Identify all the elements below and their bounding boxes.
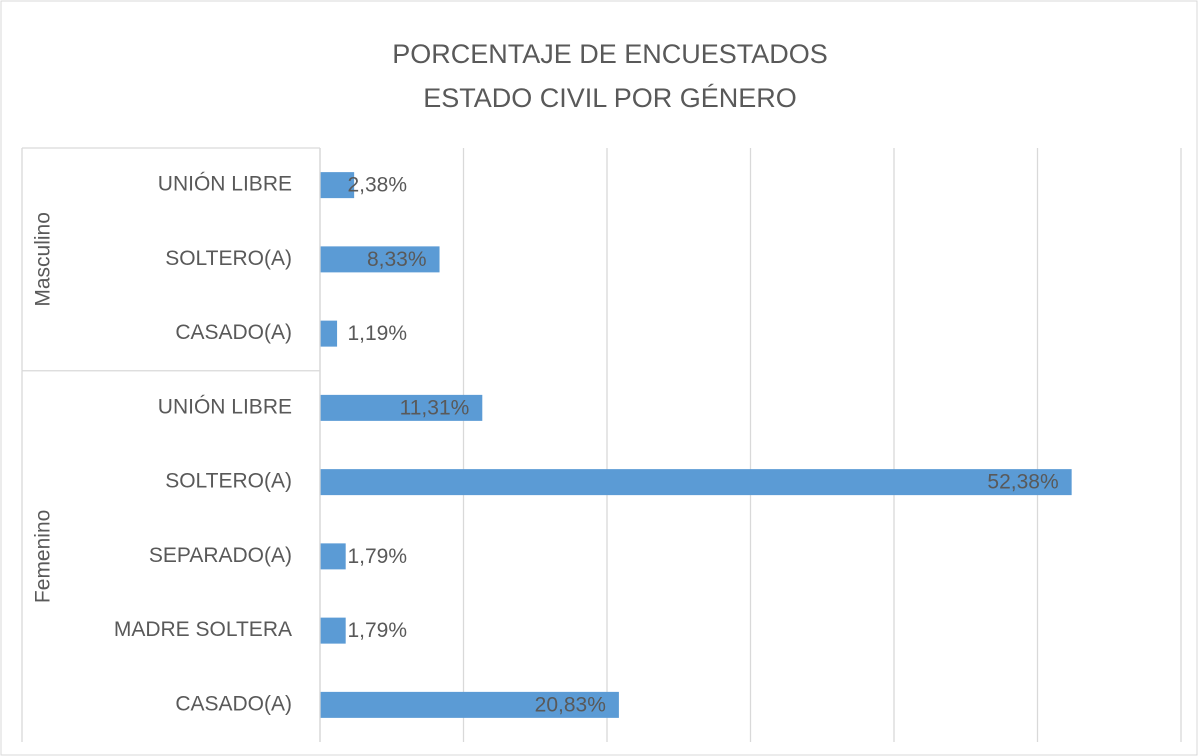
data-label: 1,79% xyxy=(347,545,407,568)
data-label: 11,31% xyxy=(400,396,470,419)
data-label: 2,38% xyxy=(347,174,407,197)
group-label: Masculino xyxy=(32,212,55,307)
category-label: CASADO(A) xyxy=(175,321,292,344)
bar xyxy=(320,543,346,570)
category-label: SOLTERO(A) xyxy=(165,247,292,270)
chart-title-line: PORCENTAJE DE ENCUESTADOS xyxy=(392,39,828,69)
bar xyxy=(320,394,483,421)
category-label: SOLTERO(A) xyxy=(165,470,292,493)
bar xyxy=(320,320,338,347)
bar xyxy=(320,469,1072,496)
category-label: MADRE SOLTERA xyxy=(114,618,292,641)
bar xyxy=(320,691,619,718)
bar xyxy=(320,172,355,199)
chart-title-line: ESTADO CIVIL POR GÉNERO xyxy=(423,83,797,113)
data-label: 1,19% xyxy=(347,322,407,345)
bar xyxy=(320,246,440,273)
data-label: 8,33% xyxy=(367,248,427,271)
category-label: UNIÓN LIBRE xyxy=(158,395,292,418)
bar xyxy=(320,617,346,644)
data-label: 20,83% xyxy=(535,693,606,716)
category-label: SEPARADO(A) xyxy=(149,544,292,567)
group-label: Femenino xyxy=(32,510,55,603)
data-label: 1,79% xyxy=(347,619,407,642)
category-label: CASADO(A) xyxy=(175,692,292,715)
category-label: UNIÓN LIBRE xyxy=(158,173,292,196)
data-label: 52,38% xyxy=(987,471,1058,494)
